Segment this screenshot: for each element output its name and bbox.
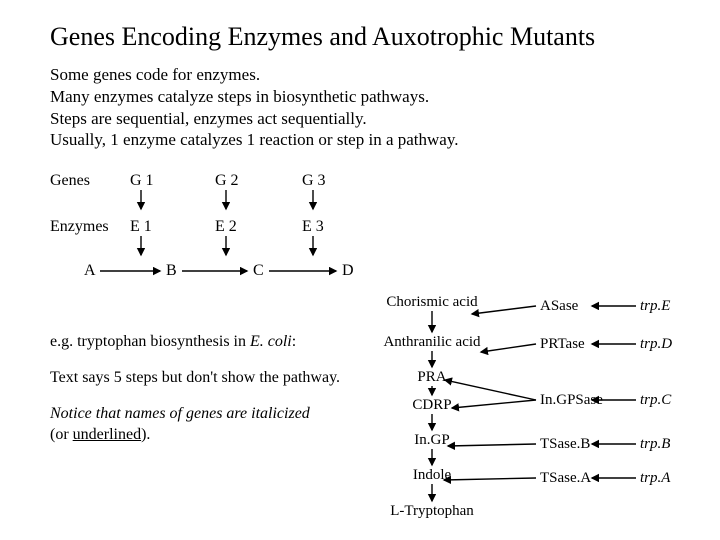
arrow-gene-enz-4: [0, 0, 720, 540]
